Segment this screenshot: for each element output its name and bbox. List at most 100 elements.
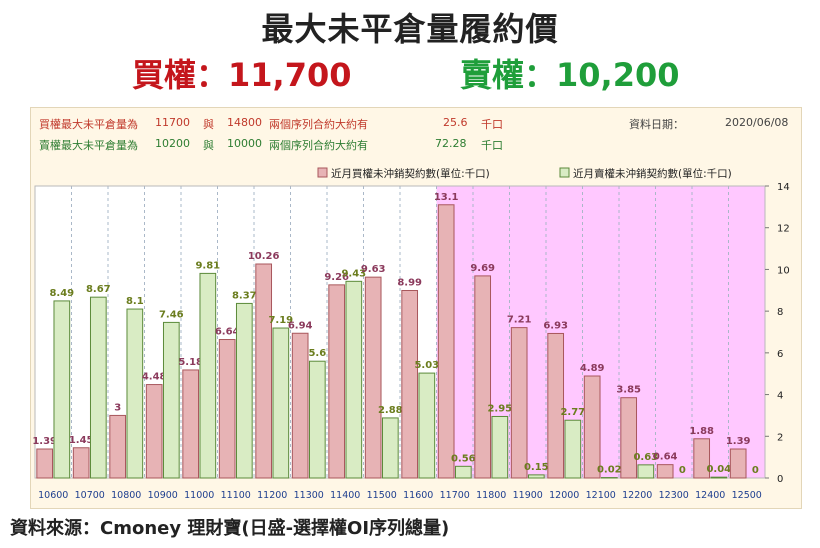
x-tick-label: 11300 [294, 490, 324, 501]
y-tick-label: 2 [777, 432, 783, 443]
put-value-label: 5.03 [414, 360, 439, 371]
put-bar [53, 300, 71, 479]
date-value: 2020/06/08 [725, 116, 789, 129]
put-info-strike: 10200 [155, 137, 190, 150]
call-info-pair-label: 兩個序列合約大約有 [269, 118, 368, 131]
call-info-conj: 與 [203, 118, 214, 131]
call-value-label: 6.64 [215, 327, 240, 338]
put-bar [491, 415, 509, 479]
x-tick-label: 12400 [695, 490, 725, 501]
legend-swatch-put [559, 167, 570, 178]
put-value-label: 5.6 [308, 348, 326, 359]
put-info-unit: 千口 [481, 139, 503, 152]
call-bar [620, 397, 638, 479]
call-value-label: 9.69 [470, 263, 495, 274]
put-bar [126, 308, 144, 479]
data-source-note: 資料來源：Cmoney 理財寶(日盛-選擇權OI序列總量) [10, 518, 450, 539]
x-tick-label: 11700 [440, 490, 470, 501]
call-value-label: 4.89 [580, 363, 605, 374]
put-bar [418, 372, 436, 479]
call-bar [510, 327, 528, 479]
call-value-label: 3 [114, 402, 121, 413]
put-bar [710, 476, 728, 479]
call-bar [109, 414, 127, 479]
x-tick-label: 12300 [659, 490, 689, 501]
call-value-label: 3.85 [616, 385, 641, 396]
call-value-label: 1.88 [689, 426, 714, 437]
call-value-label: 9.26 [324, 272, 349, 283]
put-value-label: 2.88 [378, 405, 403, 416]
call-max-oi-strike: 買權：11,700 [132, 56, 352, 94]
y-tick-label: 14 [777, 182, 790, 193]
call-bar [72, 447, 90, 479]
put-info-amount: 72.28 [435, 137, 467, 150]
put-bar [637, 464, 655, 479]
put-value-label: 7.19 [268, 315, 293, 326]
put-info-conj: 與 [203, 139, 214, 152]
x-tick-label: 10900 [148, 490, 178, 501]
highlight-region [436, 186, 765, 478]
call-value-label: 6.94 [288, 320, 313, 331]
put-value-label: 0.56 [451, 453, 476, 464]
x-tick-label: 12200 [622, 490, 652, 501]
call-info-strike: 11700 [155, 116, 190, 129]
call-bar [218, 339, 236, 479]
put-bar [199, 272, 217, 479]
put-value-label: 7.46 [159, 309, 184, 320]
put-value-label: 0.04 [706, 464, 731, 475]
x-tick-label: 10700 [75, 490, 105, 501]
call-info-amount: 25.6 [443, 116, 468, 129]
x-tick-label: 11800 [476, 490, 506, 501]
put-info-strike2: 10000 [227, 137, 262, 150]
call-bar [474, 275, 492, 479]
legend-swatch-call [317, 167, 328, 178]
call-bar [145, 384, 163, 479]
legend-label-call: 近月買權未沖銷契約數(單位:千口) [331, 167, 490, 180]
put-info-pair-label: 兩個序列合約大約有 [269, 139, 368, 152]
put-bar [381, 417, 399, 479]
call-bar [364, 276, 382, 479]
x-tick-label: 11000 [184, 490, 214, 501]
call-value-label: 10.26 [248, 251, 280, 262]
put-value-label: 0.15 [524, 462, 549, 473]
call-value-label: 1.45 [69, 435, 94, 446]
put-value-label: 2.95 [487, 403, 512, 414]
call-value-label: 1.39 [32, 436, 57, 447]
call-bar [401, 289, 419, 479]
y-tick-label: 0 [777, 474, 783, 485]
call-value-label: 4.48 [142, 372, 167, 383]
put-value-label: 2.77 [560, 407, 585, 418]
put-bar [454, 465, 472, 479]
put-value-label: 8.1 [126, 296, 144, 307]
call-value-label: 5.18 [178, 357, 203, 368]
call-value-label: 1.39 [726, 436, 751, 447]
call-bar [729, 448, 747, 479]
call-bar [291, 332, 309, 479]
call-value-label: 0.64 [653, 452, 678, 463]
call-value-label: 9.63 [361, 264, 386, 275]
y-tick-label: 4 [777, 391, 783, 402]
date-label: 資料日期： [629, 118, 684, 131]
put-max-oi-strike: 賣權：10,200 [460, 56, 680, 94]
put-bar [162, 321, 180, 479]
call-value-label: 13.1 [434, 192, 459, 203]
put-value-label: 8.67 [86, 284, 111, 295]
put-bar [345, 280, 363, 479]
call-value-label: 6.93 [543, 320, 568, 331]
call-bar [182, 369, 200, 479]
x-tick-label: 11100 [221, 490, 251, 501]
x-tick-label: 12100 [586, 490, 616, 501]
call-bar [656, 464, 674, 479]
legend-label-put: 近月賣權未沖銷契約數(單位:千口) [573, 167, 732, 180]
put-value-label: 0.02 [597, 465, 622, 476]
call-bar [437, 204, 455, 479]
call-value-label: 7.21 [507, 315, 532, 326]
y-tick-label: 8 [777, 307, 783, 318]
call-info-label: 買權最大未平倉量為 [39, 118, 138, 131]
put-value-label: 9.81 [195, 260, 220, 271]
y-tick-label: 6 [777, 349, 783, 360]
x-tick-label: 11200 [257, 490, 287, 501]
x-tick-label: 11500 [367, 490, 397, 501]
put-value-label: 0.63 [633, 452, 658, 463]
x-tick-label: 12000 [549, 490, 579, 501]
